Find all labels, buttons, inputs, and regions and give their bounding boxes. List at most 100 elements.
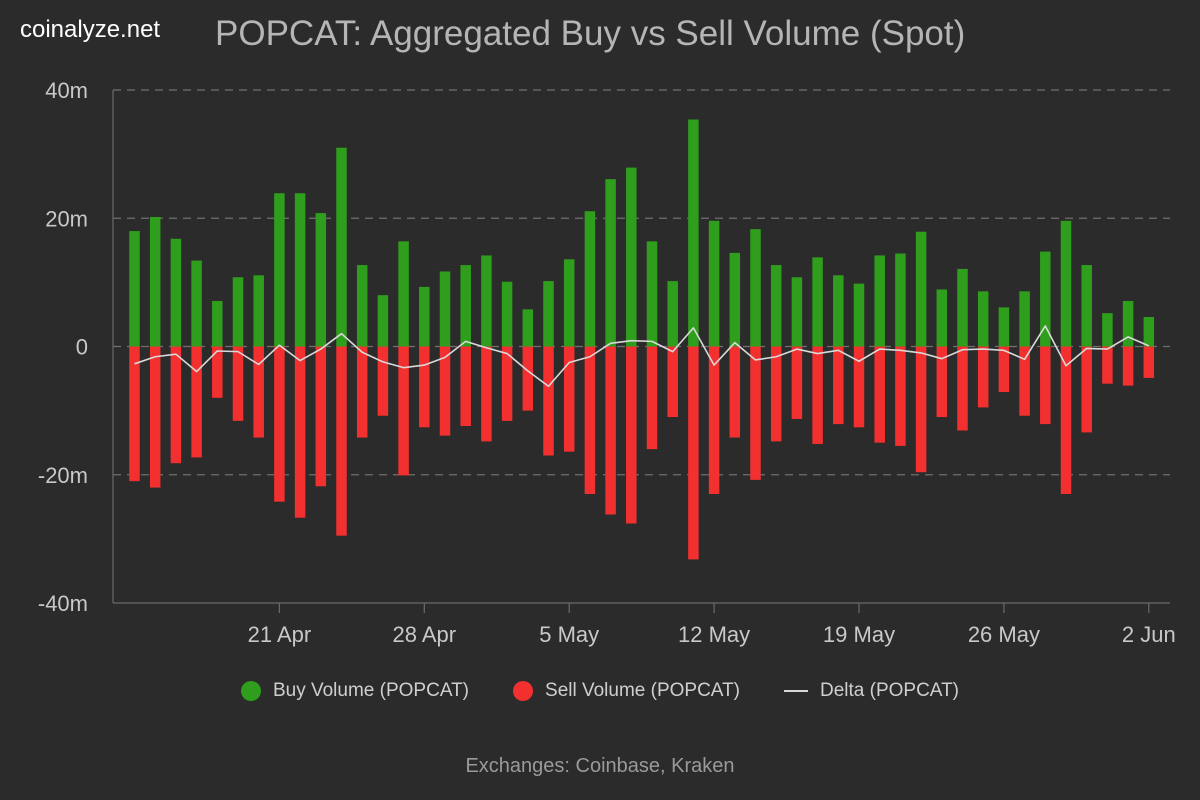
delta-legend-line-icon [784,690,808,692]
sell-bar [481,346,492,442]
x-tick-label: 26 May [968,622,1040,647]
buy-bar [833,275,844,347]
buy-bar [1143,317,1155,347]
buy-bar [977,291,989,347]
sell-bar [501,346,513,421]
buy-bar [688,119,699,347]
buy-bar [791,277,803,347]
sell-bar [356,346,368,438]
sell-bar [1081,346,1092,433]
gridlines [113,89,1170,476]
sell-bar [129,346,140,482]
sell-bar [667,346,678,418]
sell-bar [1019,346,1030,416]
buy-bar [501,281,513,347]
y-axis: 40m 20m 0 -20m -40m [38,78,114,616]
sell-bar [563,346,575,452]
legend-label-buy: Buy Volume (POPCAT) [272,680,470,701]
legend-item-buy[interactable]: Buy Volume (POPCAT) [240,680,470,702]
legend-item-delta[interactable]: Delta (POPCAT) [784,680,959,702]
buy-bar [212,300,223,347]
sell-bar [584,346,596,494]
sell-bar [398,346,409,476]
x-tick-label: 21 Apr [248,622,312,647]
x-tick-label: 2 Jun [1122,622,1176,647]
exchanges-footer: Exchanges: Coinbase, Kraken [465,755,735,777]
buy-bar [708,220,720,347]
sell-legend-dot-icon [513,681,534,701]
buy-bar [998,307,1010,347]
sell-bar [605,346,616,515]
sell-bar [646,346,658,450]
sell-bar [1102,346,1113,384]
sell-bar [439,346,451,436]
sell-bar [750,346,761,480]
sell-bar [1143,346,1155,378]
buy-bar [853,283,865,347]
sell-bar [853,346,865,428]
sell-bar [874,346,885,443]
sell-bar [232,346,244,421]
buy-bar [1040,251,1051,347]
buy-bar [274,193,285,347]
buy-bar [253,275,264,347]
buy-bar [646,241,658,347]
sell-bar [626,346,637,524]
buy-bar [770,265,782,347]
sell-bar [460,346,471,427]
buy-bar [667,281,678,347]
sell-bar [212,346,223,398]
buy-bar [294,193,306,347]
sell-bar [688,346,699,560]
buy-bar [191,260,202,347]
buy-bar [129,231,140,347]
buy-bar [915,231,927,347]
buy-bar [729,252,741,347]
buy-bar [377,295,389,347]
legend-item-sell[interactable]: Sell Volume (POPCAT) [513,680,740,702]
y-tick-label: 0 [76,335,88,360]
y-tick-label: 40m [45,78,88,103]
sell-bar [377,346,389,416]
buy-bar [232,277,244,347]
sell-bar [1060,346,1072,494]
sell-bar [729,346,741,438]
chart-title: POPCAT: Aggregated Buy vs Sell Volume (S… [215,14,966,53]
buy-bar [874,255,885,347]
sell-bar [543,346,554,456]
brand-logo[interactable]: coinalyze.net [20,16,161,43]
legend-label-delta: Delta (POPCAT) [820,680,960,701]
buy-bar [812,257,823,347]
buy-bar [936,289,948,347]
sell-bar [191,346,202,458]
buy-volume-series [129,119,1155,347]
sell-bar [998,346,1010,393]
x-axis: 21 Apr 28 Apr 5 May 12 May 19 May 26 May 2 Jun [113,602,1176,647]
x-tick-label: 28 Apr [392,622,456,647]
delta-series [134,325,1150,388]
buy-bar [481,255,492,347]
sell-bar [149,346,161,488]
legend-label-sell: Sell Volume (POPCAT) [545,680,740,701]
buy-bar [522,309,534,347]
sell-bar [253,346,264,438]
x-tick-label: 12 May [678,622,750,647]
buy-bar [957,268,968,347]
sell-bar [336,346,347,536]
buy-bar [626,167,637,347]
sell-bar [936,346,948,418]
buy-bar [170,238,182,347]
buy-bar [1122,300,1134,347]
sell-bar [977,346,989,408]
buy-legend-dot-icon [240,681,261,701]
sell-bar [957,346,968,431]
sell-bar [915,346,927,473]
sell-bar [895,346,906,446]
buy-bar [460,265,471,347]
sell-bar [770,346,782,442]
delta-line [134,325,1150,388]
sell-bar [791,346,803,419]
legend: Buy Volume (POPCAT) Sell Volume (POPCAT)… [0,680,1200,702]
buy-bar [336,147,347,347]
